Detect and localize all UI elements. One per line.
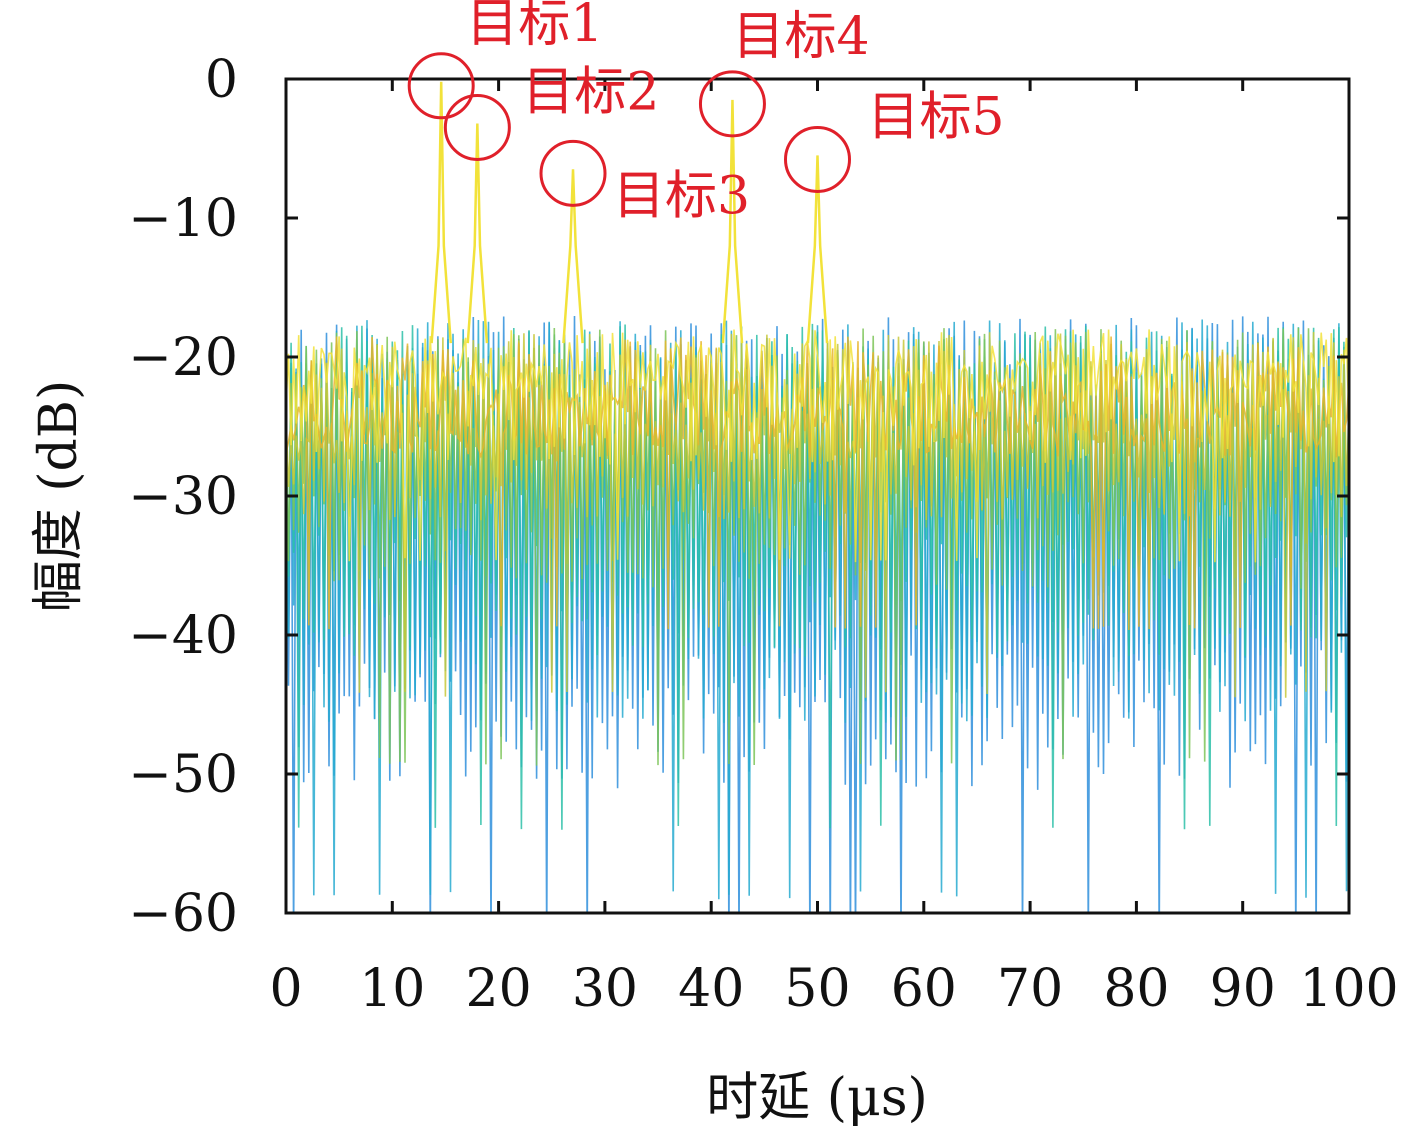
target-label: 目标1 bbox=[466, 0, 603, 54]
x-tick-label: 50 bbox=[784, 959, 850, 1019]
target-marker-circle bbox=[539, 139, 607, 207]
x-tick-label: 0 bbox=[269, 959, 302, 1019]
y-axis-title: 幅度 (dB) bbox=[29, 380, 89, 613]
axis-ticks: 0 10 20 30 40 50 60 70 80 90 100 0 −10 −20 −30 −40 −50 −6… bbox=[128, 50, 1398, 1019]
y-tick-label: −30 bbox=[128, 467, 238, 527]
target-marker-circle bbox=[407, 52, 475, 120]
x-tick-label: 10 bbox=[359, 959, 425, 1019]
noise-trace bbox=[286, 331, 1349, 698]
y-tick-label: −10 bbox=[128, 189, 238, 249]
target-peak bbox=[562, 169, 584, 344]
x-tick-label: 40 bbox=[678, 959, 744, 1019]
y-tick-label: −20 bbox=[128, 328, 238, 388]
target-marker-circle bbox=[784, 125, 851, 193]
plot-traces bbox=[286, 81, 1349, 913]
target-marker-circle bbox=[443, 93, 511, 161]
target-annotations: 目标1 目标2 目标3 目标4 目标5 bbox=[407, 0, 1005, 226]
target-label: 目标3 bbox=[613, 166, 750, 226]
x-tick-label: 80 bbox=[1103, 959, 1169, 1019]
target-peak bbox=[466, 123, 489, 344]
target-label: 目标4 bbox=[732, 7, 869, 67]
target-label: 目标2 bbox=[522, 62, 659, 122]
x-tick-label: 70 bbox=[997, 959, 1063, 1019]
target-peak bbox=[430, 81, 453, 344]
x-tick-label: 90 bbox=[1210, 959, 1276, 1019]
target-peak bbox=[806, 155, 829, 344]
x-tick-label: 20 bbox=[466, 959, 532, 1019]
x-axis-title: 时延 (μs) bbox=[706, 1068, 928, 1128]
target-marker-circle bbox=[698, 70, 766, 138]
target-peak bbox=[721, 99, 744, 344]
noise-trace bbox=[286, 336, 1349, 631]
x-tick-label: 100 bbox=[1299, 959, 1398, 1019]
x-tick-label: 60 bbox=[891, 959, 957, 1019]
target-label: 目标5 bbox=[868, 87, 1005, 147]
noise-trace bbox=[286, 329, 1349, 563]
y-tick-label: 0 bbox=[205, 50, 238, 110]
y-tick-label: −40 bbox=[128, 606, 238, 666]
y-tick-label: −50 bbox=[128, 745, 238, 805]
x-tick-label: 30 bbox=[572, 959, 638, 1019]
y-tick-label: −60 bbox=[128, 884, 238, 944]
